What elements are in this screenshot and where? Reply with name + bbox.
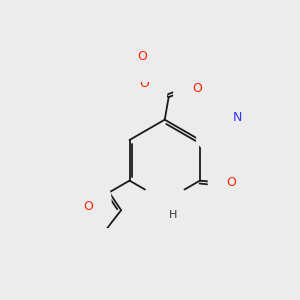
Text: C: C [214, 120, 223, 133]
Text: O: O [138, 50, 148, 63]
Text: O: O [83, 200, 93, 213]
Text: O: O [139, 77, 149, 90]
Text: H: H [169, 210, 177, 220]
Text: N: N [232, 111, 242, 124]
Text: O: O [226, 176, 236, 189]
Text: N: N [160, 203, 169, 216]
Text: O: O [192, 82, 202, 94]
